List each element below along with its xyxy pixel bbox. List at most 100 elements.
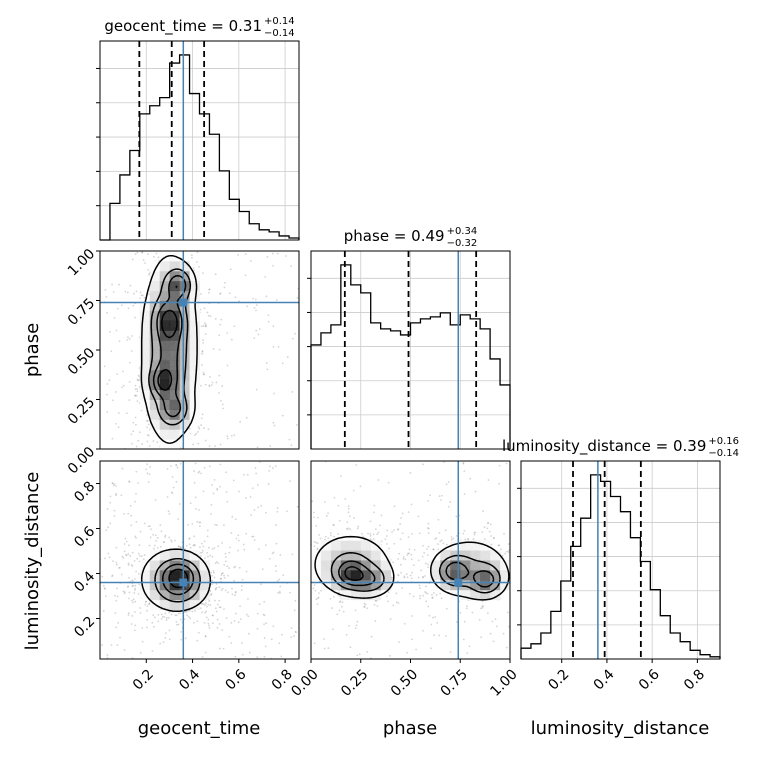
density-cell xyxy=(159,389,171,400)
sample-point xyxy=(208,384,211,387)
sample-point xyxy=(387,481,390,484)
density-cell xyxy=(460,540,471,551)
contour-line xyxy=(161,563,195,596)
sample-point xyxy=(175,620,178,623)
sample-point xyxy=(196,620,199,623)
sample-point xyxy=(407,511,410,514)
sample-point xyxy=(134,611,136,613)
title-luminosity_distance: luminosity_distance = 0.39 +0.16−0.14 xyxy=(502,436,739,459)
sample-point xyxy=(146,472,149,475)
sample-point xyxy=(175,614,178,617)
density-cell xyxy=(500,579,510,591)
density-cell xyxy=(149,320,161,331)
sample-point xyxy=(481,531,484,533)
sample-point xyxy=(207,624,210,627)
sample-point xyxy=(132,421,135,424)
density-cell xyxy=(179,350,191,361)
sample-point xyxy=(277,591,279,594)
sample-point xyxy=(221,403,224,406)
sample-point xyxy=(317,516,319,519)
sample-point xyxy=(431,596,434,599)
sample-point xyxy=(195,507,197,510)
sample-point xyxy=(207,618,210,621)
sample-point xyxy=(372,533,375,536)
sample-point xyxy=(247,597,249,600)
sample-point xyxy=(269,445,272,447)
xlabel-luminosity-distance: luminosity_distance xyxy=(531,718,710,739)
sample-point xyxy=(263,600,266,603)
scatter-points xyxy=(103,251,299,449)
sample-point xyxy=(113,483,116,486)
sample-point xyxy=(296,505,299,508)
density-cell xyxy=(350,540,362,551)
sample-point xyxy=(162,541,165,544)
sample-point xyxy=(486,612,489,615)
density-cell xyxy=(189,359,200,371)
density-cell xyxy=(149,330,161,341)
sample-point xyxy=(200,364,203,366)
sample-point xyxy=(267,483,270,485)
sample-point xyxy=(170,539,173,542)
sample-point xyxy=(385,535,388,537)
sample-point xyxy=(507,551,510,553)
sample-point xyxy=(153,255,155,258)
sample-point xyxy=(127,614,130,616)
sample-point xyxy=(250,514,253,516)
sample-point xyxy=(400,571,402,574)
sample-point xyxy=(146,605,149,608)
density-cell xyxy=(189,310,200,321)
sample-point xyxy=(421,576,424,578)
y-tick-label-phase: 1.00 xyxy=(65,246,98,279)
sample-point xyxy=(419,597,422,600)
y-tick-label-luminosity_distance: 0.8 xyxy=(71,478,98,505)
density-cell xyxy=(450,560,461,571)
sample-point xyxy=(207,622,210,625)
sample-point xyxy=(165,616,168,619)
sample-point xyxy=(115,485,117,487)
sample-point xyxy=(316,542,319,545)
sample-point xyxy=(204,439,207,442)
sample-point xyxy=(128,591,131,594)
title-minus: −0.14 xyxy=(708,448,739,459)
sample-point xyxy=(273,392,275,395)
sample-point xyxy=(127,307,130,310)
density-cell xyxy=(460,560,471,571)
sample-point xyxy=(234,565,237,568)
sample-point xyxy=(280,655,283,658)
sample-point xyxy=(165,619,168,621)
sample-point xyxy=(135,520,138,523)
sample-point xyxy=(418,584,421,587)
sample-point xyxy=(177,518,180,521)
sample-point xyxy=(337,504,340,507)
sample-point xyxy=(218,606,221,609)
sample-point xyxy=(221,587,224,590)
sample-point xyxy=(427,522,430,525)
density-cell xyxy=(159,589,171,601)
sample-point xyxy=(442,542,445,545)
sample-point xyxy=(230,338,233,341)
xlabel-phase: phase xyxy=(383,718,437,739)
sample-point xyxy=(134,416,137,419)
density-cell xyxy=(330,560,342,571)
sample-point xyxy=(199,607,202,610)
sample-point xyxy=(208,445,211,447)
density-cell xyxy=(330,579,342,591)
sample-point xyxy=(220,574,223,576)
sample-point xyxy=(212,614,214,617)
sample-point xyxy=(111,437,114,440)
sample-point xyxy=(290,636,293,639)
sample-point xyxy=(112,291,115,293)
sample-point xyxy=(393,529,395,532)
sample-point xyxy=(134,535,137,538)
sample-point xyxy=(215,561,218,563)
sample-point xyxy=(238,300,240,303)
title-plus: +0.14 xyxy=(264,16,295,27)
sample-point xyxy=(129,284,132,287)
sample-point xyxy=(466,652,469,655)
sample-point xyxy=(406,576,409,579)
sample-point xyxy=(179,612,181,615)
sample-point xyxy=(204,383,207,386)
sample-point xyxy=(170,613,173,616)
sample-point xyxy=(134,316,136,319)
